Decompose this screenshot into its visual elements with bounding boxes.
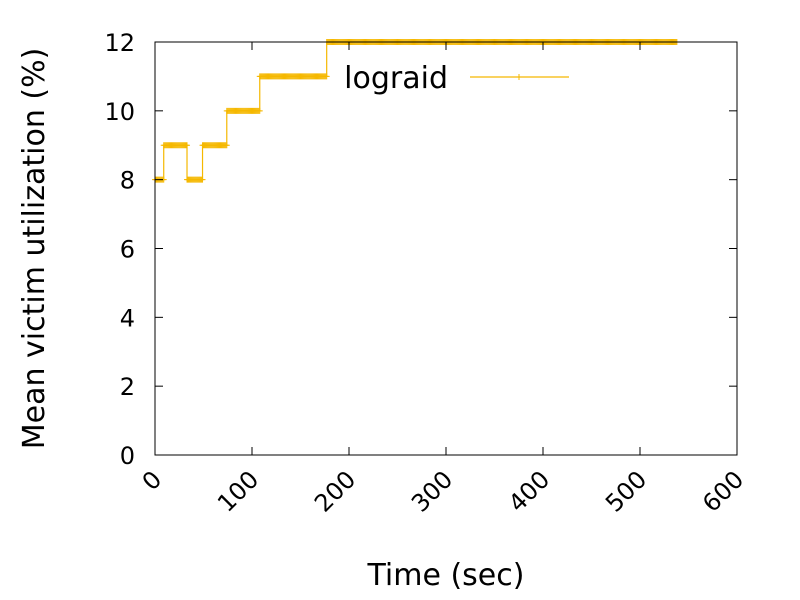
x-tick-label: 300 xyxy=(406,465,458,517)
x-tick-label: 500 xyxy=(600,465,652,517)
x-axis-label: Time (sec) xyxy=(367,558,525,593)
x-tick-label: 100 xyxy=(212,465,264,517)
y-tick-label: 0 xyxy=(120,442,135,470)
x-tick-label: 600 xyxy=(697,465,749,517)
y-axis: 0 2 4 6 8 10 12 xyxy=(104,29,737,470)
x-tick-label: 400 xyxy=(503,465,555,517)
data-point xyxy=(256,107,263,114)
y-tick-label: 2 xyxy=(120,373,135,401)
data-point xyxy=(323,73,330,80)
x-tick-label: 200 xyxy=(309,465,361,517)
y-axis-label: Mean victim utilization (%) xyxy=(17,48,52,450)
data-point xyxy=(223,142,230,149)
y-tick-label: 8 xyxy=(120,167,135,195)
y-tick-label: 4 xyxy=(120,304,135,332)
y-tick-label: 6 xyxy=(120,236,135,264)
legend: lograid xyxy=(344,61,569,96)
data-point xyxy=(199,176,206,183)
legend-label-lograid: lograid xyxy=(344,61,448,96)
y-tick-label: 10 xyxy=(104,98,135,126)
data-point xyxy=(184,142,191,149)
legend-marker-lograid xyxy=(516,74,522,80)
plot-area-frame xyxy=(154,41,738,456)
y-tick-label: 12 xyxy=(104,29,135,57)
x-tick-label: 0 xyxy=(137,465,168,496)
